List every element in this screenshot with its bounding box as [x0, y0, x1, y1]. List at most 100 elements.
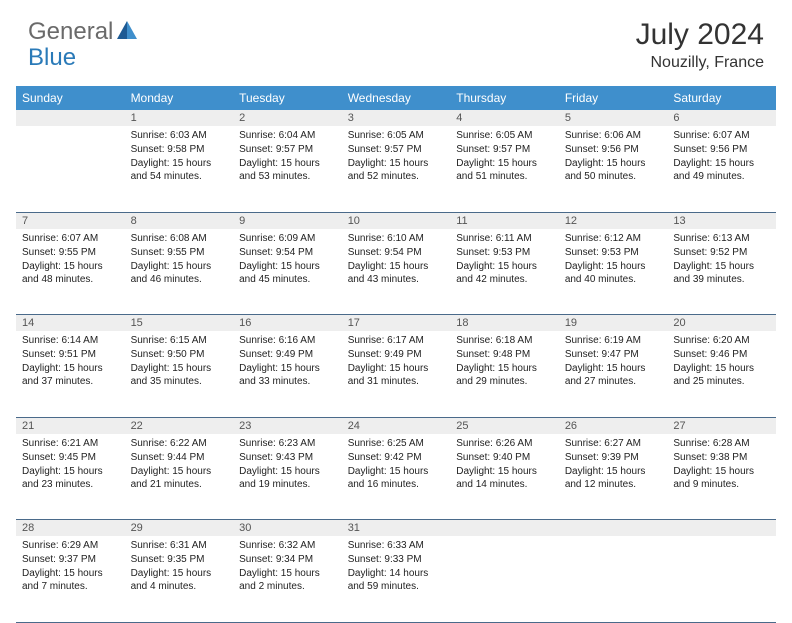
sunset-line: Sunset: 9:53 PM: [565, 246, 662, 259]
daylight-line: Daylight: 15 hours and 4 minutes.: [131, 567, 228, 593]
week-row: Sunrise: 6:03 AMSunset: 9:58 PMDaylight:…: [16, 126, 776, 212]
day-number-cell: 27: [667, 417, 776, 434]
sunset-line: Sunset: 9:33 PM: [348, 553, 445, 566]
day-number-cell: [559, 520, 668, 537]
sunset-line: Sunset: 9:53 PM: [456, 246, 553, 259]
sunset-line: Sunset: 9:34 PM: [239, 553, 336, 566]
daynum-row: 21222324252627: [16, 417, 776, 434]
day-cell: Sunrise: 6:18 AMSunset: 9:48 PMDaylight:…: [450, 331, 559, 417]
day-cell: Sunrise: 6:29 AMSunset: 9:37 PMDaylight:…: [16, 536, 125, 622]
day-content: Sunrise: 6:11 AMSunset: 9:53 PMDaylight:…: [450, 229, 559, 291]
day-content: Sunrise: 6:27 AMSunset: 9:39 PMDaylight:…: [559, 434, 668, 496]
day-number-cell: 14: [16, 315, 125, 332]
sunrise-line: Sunrise: 6:03 AM: [131, 129, 228, 142]
day-content: Sunrise: 6:25 AMSunset: 9:42 PMDaylight:…: [342, 434, 451, 496]
daylight-line: Daylight: 15 hours and 19 minutes.: [239, 465, 336, 491]
day-cell: Sunrise: 6:07 AMSunset: 9:56 PMDaylight:…: [667, 126, 776, 212]
sunrise-line: Sunrise: 6:12 AM: [565, 232, 662, 245]
day-number-cell: 8: [125, 212, 234, 229]
day-cell: Sunrise: 6:06 AMSunset: 9:56 PMDaylight:…: [559, 126, 668, 212]
day-content: Sunrise: 6:13 AMSunset: 9:52 PMDaylight:…: [667, 229, 776, 291]
header: General July 2024 Nouzilly, France: [0, 0, 792, 80]
day-number-cell: 19: [559, 315, 668, 332]
daynum-row: 78910111213: [16, 212, 776, 229]
daylight-line: Daylight: 15 hours and 9 minutes.: [673, 465, 770, 491]
sunset-line: Sunset: 9:49 PM: [239, 348, 336, 361]
sunrise-line: Sunrise: 6:04 AM: [239, 129, 336, 142]
weekday-header: Monday: [125, 86, 234, 110]
weekday-header: Wednesday: [342, 86, 451, 110]
day-content: Sunrise: 6:32 AMSunset: 9:34 PMDaylight:…: [233, 536, 342, 598]
day-cell: Sunrise: 6:14 AMSunset: 9:51 PMDaylight:…: [16, 331, 125, 417]
day-content: Sunrise: 6:33 AMSunset: 9:33 PMDaylight:…: [342, 536, 451, 598]
day-number-cell: 11: [450, 212, 559, 229]
day-cell: Sunrise: 6:27 AMSunset: 9:39 PMDaylight:…: [559, 434, 668, 520]
sunset-line: Sunset: 9:55 PM: [131, 246, 228, 259]
sunrise-line: Sunrise: 6:05 AM: [456, 129, 553, 142]
day-cell: Sunrise: 6:22 AMSunset: 9:44 PMDaylight:…: [125, 434, 234, 520]
sunrise-line: Sunrise: 6:05 AM: [348, 129, 445, 142]
daylight-line: Daylight: 15 hours and 14 minutes.: [456, 465, 553, 491]
daylight-line: Daylight: 15 hours and 7 minutes.: [22, 567, 119, 593]
day-number-cell: 15: [125, 315, 234, 332]
day-content: Sunrise: 6:17 AMSunset: 9:49 PMDaylight:…: [342, 331, 451, 393]
day-number-cell: 13: [667, 212, 776, 229]
daynum-row: 14151617181920: [16, 315, 776, 332]
weekday-header-row: SundayMondayTuesdayWednesdayThursdayFrid…: [16, 86, 776, 110]
sunset-line: Sunset: 9:40 PM: [456, 451, 553, 464]
daylight-line: Daylight: 14 hours and 59 minutes.: [348, 567, 445, 593]
daylight-line: Daylight: 15 hours and 52 minutes.: [348, 157, 445, 183]
sunset-line: Sunset: 9:52 PM: [673, 246, 770, 259]
day-cell: Sunrise: 6:25 AMSunset: 9:42 PMDaylight:…: [342, 434, 451, 520]
sunrise-line: Sunrise: 6:19 AM: [565, 334, 662, 347]
day-content: Sunrise: 6:19 AMSunset: 9:47 PMDaylight:…: [559, 331, 668, 393]
day-number-cell: 31: [342, 520, 451, 537]
sunset-line: Sunset: 9:49 PM: [348, 348, 445, 361]
daylight-line: Daylight: 15 hours and 40 minutes.: [565, 260, 662, 286]
sunset-line: Sunset: 9:57 PM: [456, 143, 553, 156]
daynum-row: 123456: [16, 110, 776, 126]
daylight-line: Daylight: 15 hours and 46 minutes.: [131, 260, 228, 286]
daylight-line: Daylight: 15 hours and 50 minutes.: [565, 157, 662, 183]
daylight-line: Daylight: 15 hours and 54 minutes.: [131, 157, 228, 183]
logo-blue-row: Blue: [28, 44, 76, 72]
logo-text-blue: Blue: [28, 44, 76, 71]
sunrise-line: Sunrise: 6:22 AM: [131, 437, 228, 450]
day-content: Sunrise: 6:18 AMSunset: 9:48 PMDaylight:…: [450, 331, 559, 393]
calendar-head: SundayMondayTuesdayWednesdayThursdayFrid…: [16, 86, 776, 110]
day-content: Sunrise: 6:09 AMSunset: 9:54 PMDaylight:…: [233, 229, 342, 291]
sunset-line: Sunset: 9:46 PM: [673, 348, 770, 361]
day-number-cell: 22: [125, 417, 234, 434]
sunset-line: Sunset: 9:39 PM: [565, 451, 662, 464]
daylight-line: Daylight: 15 hours and 12 minutes.: [565, 465, 662, 491]
weekday-header: Friday: [559, 86, 668, 110]
day-number-cell: 29: [125, 520, 234, 537]
day-number-cell: 1: [125, 110, 234, 126]
day-content: Sunrise: 6:05 AMSunset: 9:57 PMDaylight:…: [342, 126, 451, 188]
day-content: Sunrise: 6:31 AMSunset: 9:35 PMDaylight:…: [125, 536, 234, 598]
day-number-cell: [450, 520, 559, 537]
sunrise-line: Sunrise: 6:06 AM: [565, 129, 662, 142]
sunrise-line: Sunrise: 6:08 AM: [131, 232, 228, 245]
day-number-cell: 17: [342, 315, 451, 332]
sunset-line: Sunset: 9:35 PM: [131, 553, 228, 566]
week-row: Sunrise: 6:29 AMSunset: 9:37 PMDaylight:…: [16, 536, 776, 622]
day-cell: Sunrise: 6:15 AMSunset: 9:50 PMDaylight:…: [125, 331, 234, 417]
daylight-line: Daylight: 15 hours and 27 minutes.: [565, 362, 662, 388]
daylight-line: Daylight: 15 hours and 31 minutes.: [348, 362, 445, 388]
day-cell: [667, 536, 776, 622]
daylight-line: Daylight: 15 hours and 53 minutes.: [239, 157, 336, 183]
day-number-cell: 18: [450, 315, 559, 332]
daylight-line: Daylight: 15 hours and 33 minutes.: [239, 362, 336, 388]
daylight-line: Daylight: 15 hours and 49 minutes.: [673, 157, 770, 183]
calendar-table: SundayMondayTuesdayWednesdayThursdayFrid…: [16, 86, 776, 623]
sunrise-line: Sunrise: 6:27 AM: [565, 437, 662, 450]
sunrise-line: Sunrise: 6:25 AM: [348, 437, 445, 450]
sunset-line: Sunset: 9:38 PM: [673, 451, 770, 464]
day-content: Sunrise: 6:04 AMSunset: 9:57 PMDaylight:…: [233, 126, 342, 188]
day-number-cell: 28: [16, 520, 125, 537]
sunset-line: Sunset: 9:58 PM: [131, 143, 228, 156]
day-cell: [450, 536, 559, 622]
day-content: Sunrise: 6:23 AMSunset: 9:43 PMDaylight:…: [233, 434, 342, 496]
day-content: Sunrise: 6:26 AMSunset: 9:40 PMDaylight:…: [450, 434, 559, 496]
